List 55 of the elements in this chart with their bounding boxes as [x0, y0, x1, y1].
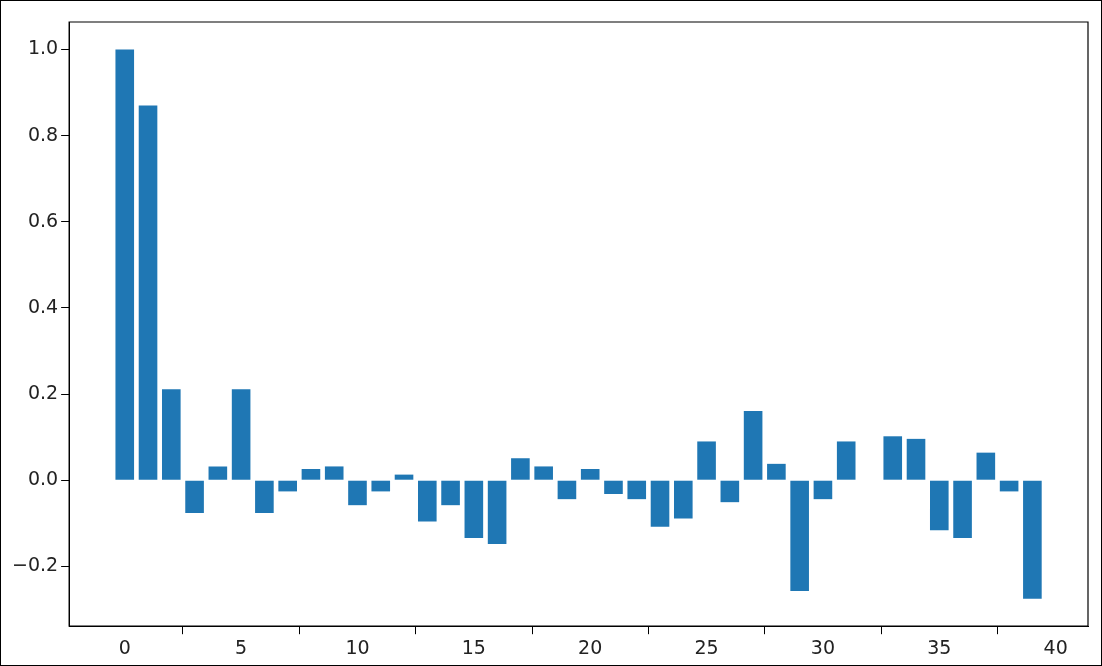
y-tick-label: 0.4 — [27, 294, 59, 317]
bar — [627, 480, 647, 500]
bar — [161, 389, 181, 480]
bar — [441, 480, 460, 506]
bar — [278, 480, 297, 492]
x-tick-label: 15 — [461, 635, 486, 658]
bar — [255, 480, 274, 513]
bar — [138, 105, 158, 480]
bar — [604, 480, 623, 494]
bar — [464, 480, 484, 538]
bar — [650, 480, 670, 527]
bar — [557, 480, 577, 500]
y-tick-label: −0.2 — [12, 553, 59, 576]
bar — [976, 452, 996, 480]
x-tick-label: 0 — [118, 635, 131, 658]
bar — [115, 49, 135, 480]
y-tick-label: 1.0 — [27, 36, 59, 59]
x-tick-label: 5 — [235, 635, 248, 658]
bar — [790, 480, 809, 591]
bar — [231, 389, 251, 480]
bar — [953, 480, 972, 538]
bar — [929, 480, 949, 531]
y-tick-label: 0.0 — [27, 467, 59, 490]
bar — [487, 480, 507, 544]
y-tick-label: 0.2 — [27, 381, 59, 404]
bar — [534, 466, 553, 480]
bar — [813, 480, 833, 500]
bar — [324, 466, 344, 480]
bar — [580, 469, 600, 480]
bar — [883, 436, 903, 480]
bar — [999, 480, 1019, 492]
y-tick-label: 0.6 — [27, 208, 59, 231]
bar — [836, 441, 856, 480]
bar — [1023, 480, 1042, 599]
bar — [348, 480, 367, 506]
bar — [720, 480, 740, 503]
bar — [743, 410, 763, 480]
x-tick-label: 25 — [694, 635, 719, 658]
bar — [185, 480, 204, 513]
x-tick-label: 30 — [810, 635, 836, 658]
x-tick-label: 10 — [345, 635, 370, 658]
bar — [394, 474, 414, 480]
x-tick-label: 40 — [1043, 635, 1068, 658]
x-tick-label: 35 — [927, 635, 952, 658]
bar — [767, 463, 786, 480]
bar — [511, 458, 530, 480]
bar — [301, 469, 321, 480]
bar — [906, 438, 926, 480]
bar — [208, 466, 228, 480]
bar — [417, 480, 437, 522]
bar — [371, 480, 391, 492]
bar — [673, 480, 693, 519]
y-tick-label: 0.8 — [27, 122, 59, 145]
bar — [697, 441, 716, 480]
x-tick-label: 20 — [578, 635, 603, 658]
